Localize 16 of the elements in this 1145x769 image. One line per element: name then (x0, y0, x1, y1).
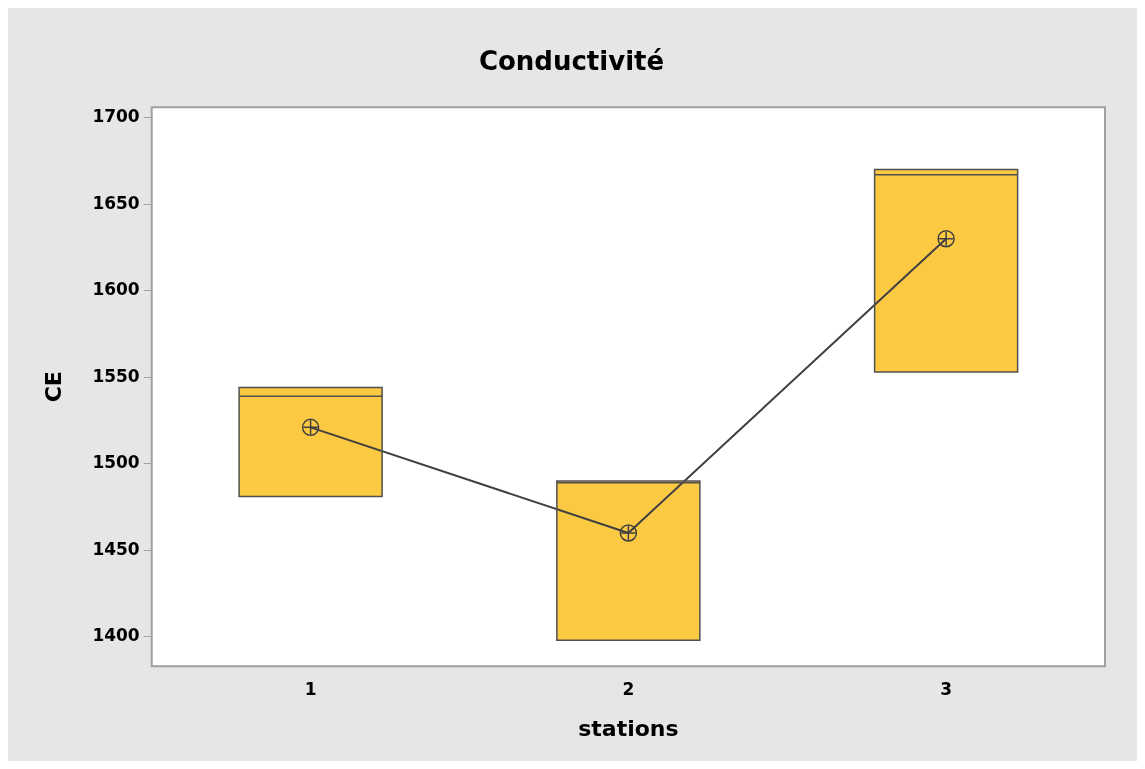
point (619, 524, 638, 542)
x-axis-title: stations (578, 715, 679, 741)
point (937, 229, 955, 248)
chart-title: Conductivité (478, 46, 665, 77)
x-tick-label: 2 (622, 678, 635, 699)
y-tick-label: 1700 (92, 106, 140, 127)
y-tick-label: 1550 (92, 365, 140, 386)
y-tick-label: 1400 (92, 625, 140, 646)
y-axis-title: CE (40, 371, 66, 403)
y-tick-label: 1600 (92, 279, 140, 300)
y-tick-label: 1450 (92, 538, 140, 559)
y-tick-label: 1500 (92, 452, 140, 473)
x-tick-label: 1 (304, 678, 317, 699)
point (301, 418, 320, 437)
x-tick-label: 3 (940, 678, 953, 699)
y-tick-label: 1650 (92, 192, 140, 213)
